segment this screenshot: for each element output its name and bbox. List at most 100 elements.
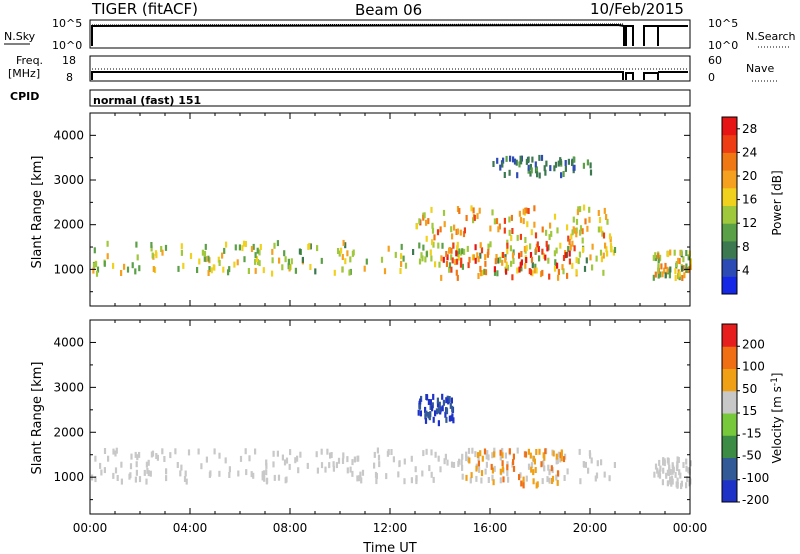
data-cell [512, 258, 515, 264]
data-cell [351, 459, 354, 466]
data-cell [562, 255, 566, 261]
data-cell [548, 469, 551, 476]
data-cell [525, 158, 528, 165]
colorbar-tick-label: 16 [742, 193, 757, 207]
data-cell [575, 269, 578, 276]
freq-tick-bottom: 8 [66, 71, 73, 84]
data-cell [545, 240, 548, 247]
data-cell [659, 465, 662, 472]
data-cell [487, 454, 490, 461]
figure-title: TIGER (fitACF) [91, 0, 198, 18]
data-cell [499, 449, 502, 456]
data-cell [506, 264, 509, 271]
data-cell [550, 230, 553, 237]
data-cell [606, 250, 609, 257]
data-cell [244, 448, 247, 455]
data-cell [112, 472, 115, 479]
data-cell [540, 271, 543, 278]
data-cell [418, 242, 421, 249]
colorbar-tick-label: 20 [742, 169, 757, 183]
data-cell [149, 470, 152, 477]
data-cell [541, 269, 544, 276]
data-cell [145, 461, 148, 468]
data-cell [438, 401, 441, 408]
colorbar-tick-label: -15 [742, 426, 762, 440]
data-cell [664, 272, 667, 279]
nsearch-label: N.Search [746, 30, 796, 43]
data-cell [112, 448, 115, 455]
data-cell [538, 154, 541, 161]
data-cell [208, 266, 211, 272]
data-cell [461, 248, 464, 255]
data-cell [511, 274, 514, 281]
data-cell [447, 398, 450, 405]
y-tick-label: 2000 [53, 218, 84, 232]
data-cell [498, 223, 501, 230]
data-cell [365, 258, 368, 265]
data-cell [557, 269, 560, 275]
data-cell [356, 455, 359, 462]
data-cell [530, 462, 534, 469]
data-cell [532, 469, 535, 476]
data-cell [456, 274, 459, 281]
data-cell [578, 251, 581, 258]
data-cell [301, 256, 304, 263]
data-cell [252, 243, 255, 250]
data-cell [349, 466, 352, 473]
data-cell [553, 265, 557, 272]
data-cell [505, 261, 508, 268]
data-cell [180, 243, 183, 250]
data-cell [497, 257, 500, 264]
data-cell [541, 478, 544, 485]
data-cell [577, 258, 580, 265]
data-cell [491, 474, 494, 481]
data-cell [555, 453, 558, 460]
power-x-axis [89, 113, 691, 306]
freq-frame [89, 55, 691, 82]
data-cell [668, 272, 671, 279]
data-cell [419, 410, 422, 417]
data-cell [575, 257, 578, 264]
data-cell [666, 480, 669, 487]
nave-label: Nave [746, 62, 774, 75]
data-cell [487, 243, 490, 250]
data-cell [478, 207, 481, 214]
data-cell [161, 249, 164, 256]
data-cell [154, 250, 158, 257]
x-tick-label: 12:00 [373, 521, 408, 535]
data-cell [661, 271, 664, 278]
velocity-scatter [91, 393, 692, 490]
data-cell [314, 268, 317, 275]
data-cell [151, 252, 154, 259]
data-cell [479, 242, 482, 249]
data-cell [667, 457, 670, 464]
data-cell [476, 452, 480, 459]
data-cell [451, 233, 454, 240]
data-cell [429, 404, 432, 410]
data-cell [451, 405, 454, 412]
colorbar-frame [721, 116, 738, 295]
data-cell [213, 448, 216, 455]
data-cell [538, 448, 541, 455]
data-cell [432, 393, 435, 400]
data-cell [434, 451, 437, 458]
x-tick-label: 00:00 [73, 521, 108, 535]
data-cell [563, 475, 566, 481]
data-cell [609, 242, 613, 249]
data-cell [250, 246, 254, 252]
data-cell [123, 263, 126, 270]
data-cell [527, 448, 530, 455]
data-cell [567, 235, 570, 242]
data-cell [486, 450, 489, 457]
data-cell [581, 237, 584, 244]
data-cell [579, 206, 582, 213]
data-cell [236, 259, 239, 266]
data-cell [496, 157, 499, 164]
data-cell [252, 472, 255, 479]
data-cell [335, 462, 338, 469]
data-cell [609, 236, 612, 243]
y-tick-label: 2000 [53, 425, 84, 439]
data-cell [444, 411, 447, 418]
data-cell [589, 254, 592, 261]
colorbar-tick-label: 200 [742, 337, 765, 351]
